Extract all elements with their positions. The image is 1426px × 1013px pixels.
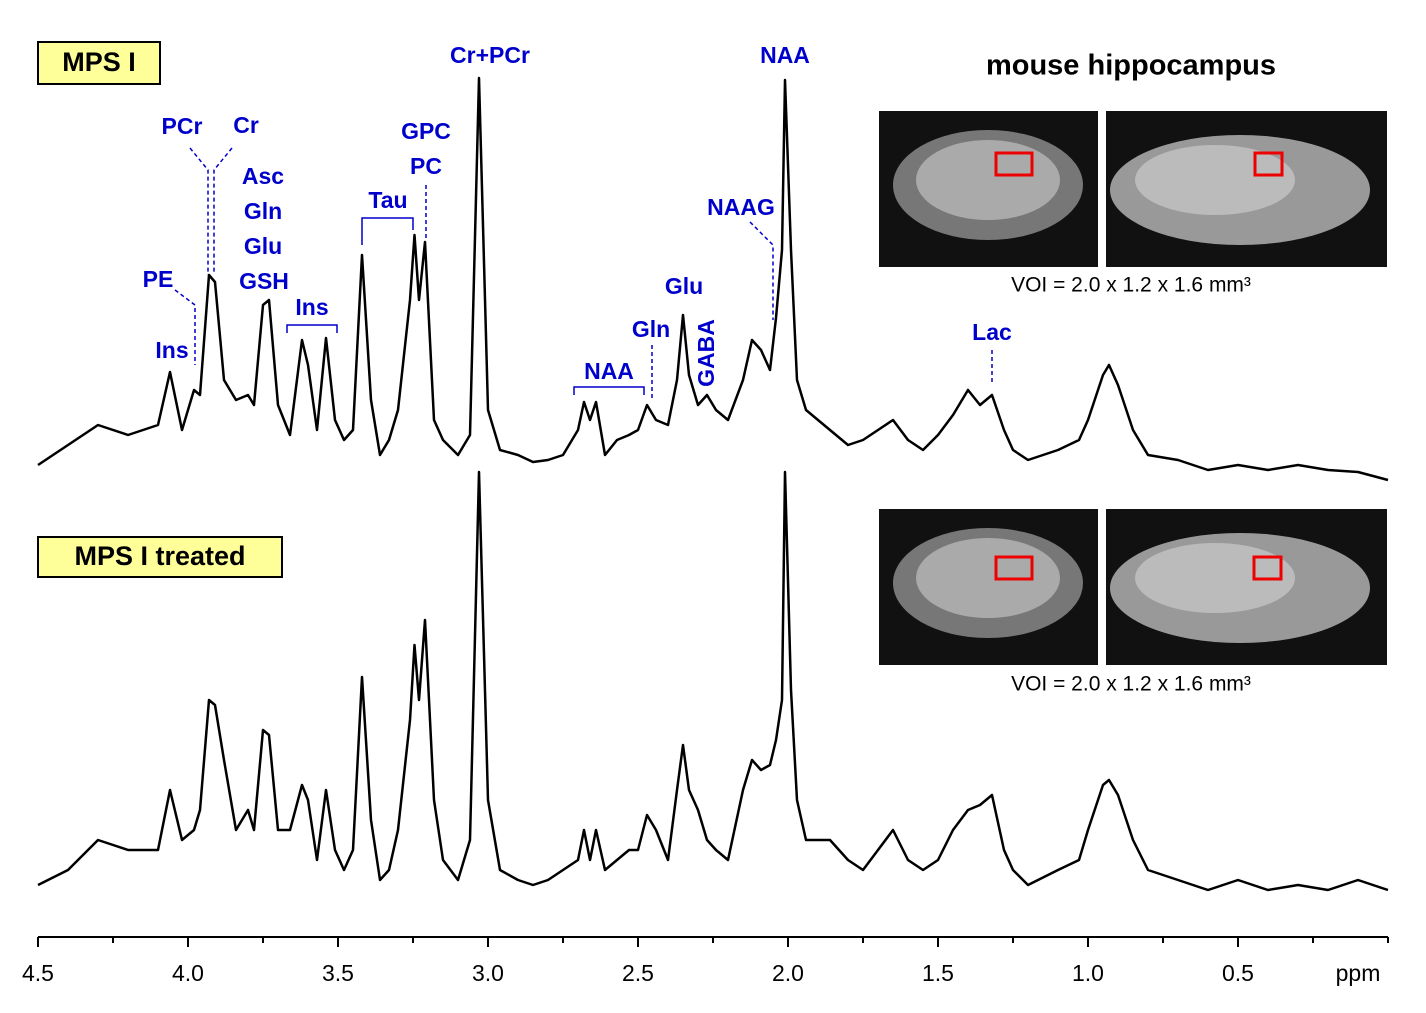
annotation: PCr — [162, 113, 203, 139]
chart-title: mouse hippocampus — [986, 50, 1276, 82]
annotation: Tau — [368, 187, 407, 213]
caption: VOI = 2.0 x 1.2 x 1.6 mm³ — [1011, 274, 1251, 297]
annotation: Gln — [244, 198, 282, 224]
x-tick-label: 4.5 — [22, 960, 54, 986]
annotation: NAA — [760, 42, 810, 68]
legend-box — [37, 536, 283, 578]
annotation: GABA — [693, 319, 719, 387]
annotation: Cr+PCr — [450, 42, 530, 68]
annotation: NAA — [584, 358, 634, 384]
annotation: Ins — [155, 337, 188, 363]
annotation: GSH — [239, 268, 289, 294]
legend-label: MPS I — [62, 47, 136, 77]
caption: VOI = 2.0 x 1.2 x 1.6 mm³ — [1011, 673, 1251, 696]
annotation: GPC — [401, 118, 451, 144]
x-axis-label: ppm — [1336, 960, 1381, 986]
annotation-lines — [174, 147, 993, 400]
annotation: Glu — [665, 273, 703, 299]
x-tick-label: 1.5 — [922, 960, 954, 986]
annotation: Cr — [233, 112, 259, 138]
legend-box — [37, 41, 161, 85]
legend-label: MPS I treated — [74, 541, 245, 571]
annotation: PC — [410, 153, 442, 179]
annotation: Lac — [972, 319, 1012, 345]
annotation: Asc — [242, 163, 284, 189]
annotation: PE — [143, 266, 174, 292]
x-tick-label: 3.0 — [472, 960, 504, 986]
mri-images — [879, 111, 1387, 665]
x-tick-label: 2.5 — [622, 960, 654, 986]
annotation: Gln — [632, 316, 670, 342]
annotation: NAAG — [707, 194, 775, 220]
annotation: Glu — [244, 233, 282, 259]
annotation: Ins — [295, 294, 328, 320]
spectrum-line — [37, 470, 1389, 892]
x-tick-label: 0.5 — [1222, 960, 1254, 986]
x-tick-label: 1.0 — [1072, 960, 1104, 986]
x-tick-label: 2.0 — [772, 960, 804, 986]
spectrum-line — [37, 76, 1389, 482]
x-tick-label: 3.5 — [322, 960, 354, 986]
x-tick-label: 4.0 — [172, 960, 204, 986]
